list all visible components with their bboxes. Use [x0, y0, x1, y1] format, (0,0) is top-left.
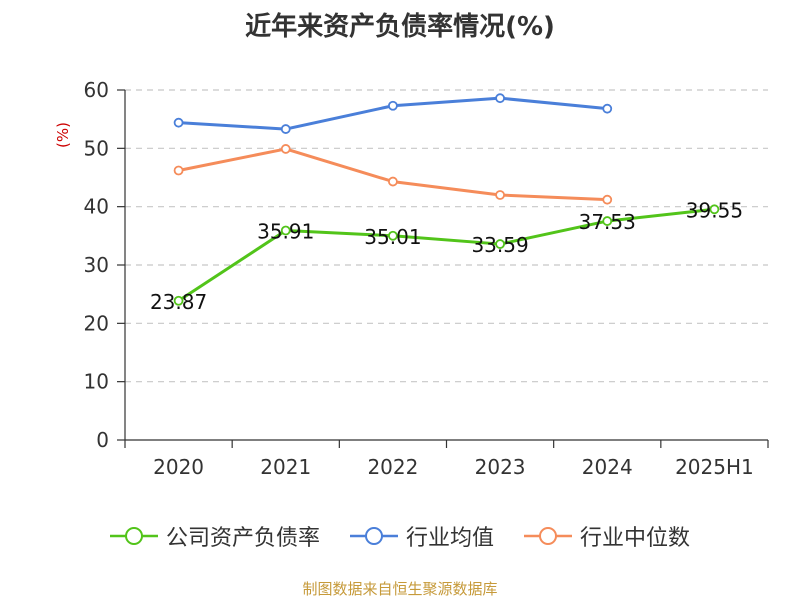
source-note: 制图数据来自恒生聚源数据库 — [302, 580, 498, 598]
data-point — [173, 165, 184, 176]
legend-swatch-company — [109, 527, 158, 545]
data-label: 37.53 — [579, 210, 636, 234]
legend-label-industry-mean: 行业均值 — [405, 526, 494, 551]
y-tick-label: 20 — [84, 311, 109, 335]
data-point — [602, 216, 613, 226]
legend-item-industry-mean[interactable]: 行业均值 — [349, 520, 494, 552]
data-point — [280, 144, 291, 154]
data-point — [495, 239, 505, 249]
x-tick-label: 2022 — [367, 455, 418, 479]
x-tick-label: 2024 — [582, 455, 633, 479]
x-tick-label: 2025H1 — [675, 455, 754, 479]
x-tick-label: 2023 — [475, 455, 526, 479]
data-point — [388, 100, 398, 111]
legend-swatch-industry-mean — [349, 527, 398, 545]
series-line-0 — [177, 207, 715, 303]
legend-item-industry-median[interactable]: 行业中位数 — [524, 520, 690, 552]
data-label: 23.87 — [150, 290, 207, 314]
data-point — [602, 194, 613, 205]
y-tick-label: 50 — [84, 136, 109, 160]
y-tick-label: 10 — [84, 370, 109, 394]
x-tick-label: 2021 — [260, 455, 311, 479]
legend-item-company[interactable]: 公司资产负债率 — [109, 520, 320, 552]
series-line-2 — [178, 147, 608, 202]
y-tick-label: 0 — [96, 428, 109, 452]
chart-legend: 公司资产负债率 行业均值 行业中位数 — [0, 520, 800, 552]
data-point — [602, 103, 613, 114]
data-point — [495, 190, 505, 200]
data-label: 35.91 — [257, 220, 314, 244]
y-tick-label: 60 — [84, 78, 109, 102]
data-point — [495, 93, 505, 104]
data-point — [280, 225, 291, 236]
y-tick-label: 30 — [84, 253, 109, 277]
data-point — [173, 295, 184, 306]
data-point — [280, 124, 291, 134]
data-point — [709, 204, 720, 215]
chart-title: 近年来资产负债率情况(%) — [245, 12, 555, 42]
y-tick-label: 40 — [84, 195, 109, 219]
legend-swatch-industry-median — [524, 527, 572, 545]
data-point — [388, 230, 398, 241]
data-label: 33.59 — [471, 233, 528, 257]
data-label: 35.01 — [364, 225, 421, 249]
data-point — [388, 176, 398, 187]
legend-label-company: 公司资产负债率 — [165, 526, 320, 551]
x-tick-label: 2020 — [153, 455, 204, 479]
data-point — [173, 117, 184, 128]
legend-label-industry-median: 行业中位数 — [580, 526, 691, 551]
data-label: 39.55 — [686, 198, 743, 222]
